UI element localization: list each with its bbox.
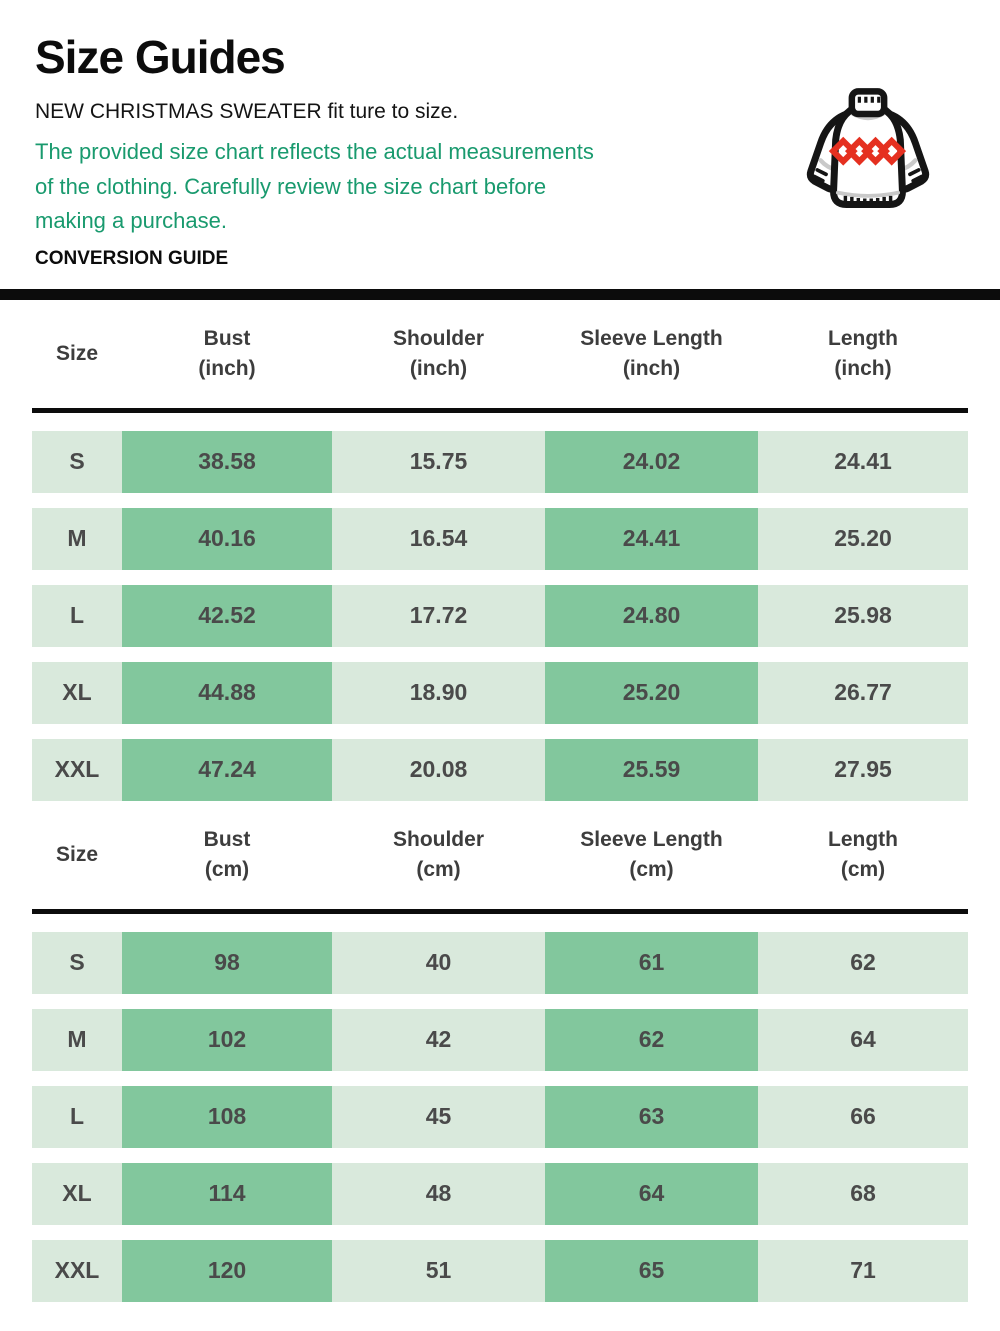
value-cell: 62 xyxy=(758,931,968,994)
size-cell: XL xyxy=(32,661,122,724)
column-header-length: Length (cm) xyxy=(828,827,898,881)
value-cell: 98 xyxy=(122,931,332,994)
value-cell: 25.98 xyxy=(758,584,968,647)
value-cell: 63 xyxy=(545,1085,758,1148)
value-cell: 44.88 xyxy=(122,661,332,724)
value-cell: 24.80 xyxy=(545,584,758,647)
value-cell: 26.77 xyxy=(758,661,968,724)
column-header-sleeve-length: Sleeve Length (cm) xyxy=(580,827,723,881)
size-cell: L xyxy=(32,1085,122,1148)
size-table-cm: Size Bust (cm) Shoulder (cm) Sleeve Length (cm… xyxy=(32,801,968,1302)
conversion-tables: Size Bust (inch) Shoulder (inch) Sleeve Lengt… xyxy=(0,300,1000,1302)
table-body-cm: S 98 40 61 62 M 102 42 62 64 L 108 45 63 66 XL 114 48 64 68… xyxy=(32,931,968,1302)
size-cell: XL xyxy=(32,1162,122,1225)
table-header-row-inch: Size Bust (inch) Shoulder (inch) Sleeve Lengt… xyxy=(32,300,968,408)
value-cell: 66 xyxy=(758,1085,968,1148)
value-cell: 16.54 xyxy=(332,507,545,570)
value-cell: 20.08 xyxy=(332,738,545,801)
column-header-bust: Bust (inch) xyxy=(198,326,256,380)
conversion-guide-label: CONVERSION GUIDE xyxy=(35,247,229,269)
size-cell: M xyxy=(32,507,122,570)
value-cell: 108 xyxy=(122,1085,332,1148)
value-cell: 71 xyxy=(758,1239,968,1302)
value-cell: 25.20 xyxy=(545,661,758,724)
column-header-shoulder: Shoulder (inch) xyxy=(392,326,484,380)
column-header-sleeve-length: Sleeve Length (inch) xyxy=(580,326,723,380)
table-row-cm-l: L 108 45 63 66 xyxy=(32,1085,968,1148)
value-cell: 25.59 xyxy=(545,738,758,801)
table-row-inch-s: S 38.58 15.75 24.02 24.41 xyxy=(32,430,968,493)
value-cell: 48 xyxy=(332,1162,545,1225)
table-row-cm-m: M 102 42 62 64 xyxy=(32,1008,968,1071)
value-cell: 27.95 xyxy=(758,738,968,801)
table-row-inch-xl: XL 44.88 18.90 25.20 26.77 xyxy=(32,661,968,724)
table-header-row-cm: Size Bust (cm) Shoulder (cm) Sleeve Length (cm… xyxy=(32,801,968,909)
value-cell: 51 xyxy=(332,1239,545,1302)
value-cell: 114 xyxy=(122,1162,332,1225)
top-divider xyxy=(0,288,1000,300)
table-row-inch-xxl: XXL 47.24 20.08 25.59 27.95 xyxy=(32,738,968,801)
size-chart-note: The provided size chart reflects the act… xyxy=(35,139,594,233)
table-row-cm-s: S 98 40 61 62 xyxy=(32,931,968,994)
value-cell: 25.20 xyxy=(758,507,968,570)
value-cell: 15.75 xyxy=(332,430,545,493)
value-cell: 68 xyxy=(758,1162,968,1225)
value-cell: 17.72 xyxy=(332,584,545,647)
value-cell: 42.52 xyxy=(122,584,332,647)
size-cell: L xyxy=(32,584,122,647)
value-cell: 42 xyxy=(332,1008,545,1071)
value-cell: 24.41 xyxy=(545,507,758,570)
size-cell: S xyxy=(32,931,122,994)
value-cell: 120 xyxy=(122,1239,332,1302)
table-body-inch: S 38.58 15.75 24.02 24.41 M 40.16 16.54 24.41 25.… xyxy=(32,430,968,801)
value-cell: 24.41 xyxy=(758,430,968,493)
value-cell: 47.24 xyxy=(122,738,332,801)
value-cell: 18.90 xyxy=(332,661,545,724)
page-title: Size Guides xyxy=(35,31,286,83)
value-cell: 45 xyxy=(332,1085,545,1148)
table-row-inch-l: L 42.52 17.72 24.80 25.98 xyxy=(32,584,968,647)
size-table-inch: Size Bust (inch) Shoulder (inch) Sleeve Lengt… xyxy=(32,300,968,801)
christmas-sweater-icon xyxy=(798,86,938,226)
column-header-shoulder: Shoulder (cm) xyxy=(392,827,484,881)
value-cell: 65 xyxy=(545,1239,758,1302)
value-cell: 61 xyxy=(545,931,758,994)
header-divider xyxy=(32,908,968,914)
table-row-inch-m: M 40.16 16.54 24.41 25.20 xyxy=(32,507,968,570)
value-cell: 64 xyxy=(545,1162,758,1225)
value-cell: 102 xyxy=(122,1008,332,1071)
column-header-length: Length (inch) xyxy=(828,326,898,380)
column-header-bust: Bust (cm) xyxy=(203,827,251,881)
value-cell: 24.02 xyxy=(545,430,758,493)
header-divider xyxy=(32,407,968,413)
column-header-size: Size xyxy=(55,842,99,866)
value-cell: 64 xyxy=(758,1008,968,1071)
fit-subtitle: NEW CHRISTMAS SWEATER fit ture to size. xyxy=(35,100,459,123)
column-header-size: Size xyxy=(55,341,99,365)
value-cell: 62 xyxy=(545,1008,758,1071)
value-cell: 40.16 xyxy=(122,507,332,570)
value-cell: 40 xyxy=(332,931,545,994)
size-cell: S xyxy=(32,430,122,493)
size-cell: XXL xyxy=(32,738,122,801)
value-cell: 38.58 xyxy=(122,430,332,493)
size-cell: M xyxy=(32,1008,122,1071)
size-cell: XXL xyxy=(32,1239,122,1302)
table-row-cm-xl: XL 114 48 64 68 xyxy=(32,1162,968,1225)
page-header: Size Guides NEW CHRISTMAS SWEATER fit tu… xyxy=(0,0,1000,270)
table-row-cm-xxl: XXL 120 51 65 71 xyxy=(32,1239,968,1302)
